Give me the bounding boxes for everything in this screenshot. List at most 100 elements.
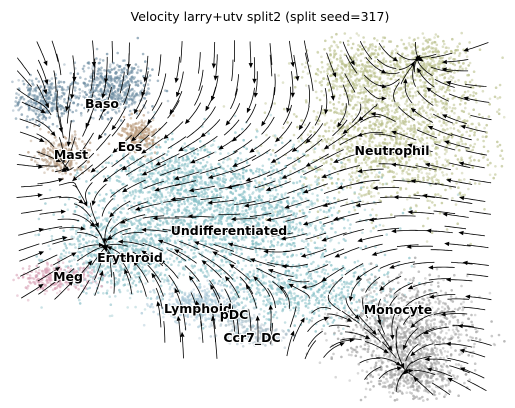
streamline [233,266,251,281]
streamline [176,56,180,79]
streamline [393,82,400,103]
streamline [73,203,91,218]
streamline [98,100,108,121]
streamline [308,84,310,107]
streamline [379,78,400,87]
streamline [467,262,489,266]
streamline-arrowhead [120,219,126,224]
streamline [430,66,452,73]
streamline-arrowhead [408,368,414,374]
streamline [113,271,115,294]
streamline-arrowhead [207,174,214,179]
streamline [57,106,62,128]
streamline [159,73,167,95]
streamline-arrowhead [407,143,413,148]
streamline [338,247,360,256]
streamline [64,152,74,169]
streamline [200,196,223,200]
streamline [282,104,292,126]
streamline [396,244,419,248]
streamline [285,215,307,222]
streamline [253,247,276,251]
streamline [227,279,240,299]
streamline [396,229,418,232]
streamline-arrowhead [245,284,251,290]
streamline [415,165,437,171]
streamline [361,132,384,136]
streamline-arrowhead [372,185,378,191]
streamline [382,275,402,288]
streamline-arrowhead [211,315,216,321]
streamline-arrowhead [226,184,233,190]
streamline [364,86,382,100]
streamline-arrowhead [261,121,266,127]
streamline [58,137,65,159]
streamline [415,327,435,339]
streamline-arrowhead [212,251,218,256]
streamline [292,285,310,299]
streamline [391,313,396,336]
streamline [90,69,94,92]
streamline [19,252,40,262]
streamline [248,309,252,331]
streamline-arrowhead [55,266,61,272]
streamline [399,58,418,71]
streamline [307,216,329,224]
cluster-points-meg [12,258,113,302]
streamline-arrowhead [249,258,256,263]
streamline-arrowhead [410,351,416,357]
streamline [398,106,416,121]
streamline [450,199,473,204]
streamline [96,133,111,151]
streamline [378,69,400,75]
streamline [411,245,433,248]
streamline-arrowhead [80,226,86,231]
cluster-points-monocyte [305,251,506,402]
streamline [433,113,454,124]
streamline-arrowhead [441,114,448,119]
streamline-arrowhead [337,122,342,128]
streamline-arrowhead [131,136,137,142]
streamline [18,229,40,236]
streamline [36,84,48,104]
streamline-arrowhead [324,109,329,115]
streamline-arrowhead [70,94,75,100]
streamline [337,212,359,219]
streamline [342,84,350,106]
streamline [273,73,276,96]
streamline [180,41,183,63]
streamline [36,133,55,147]
streamline [342,41,353,62]
streamline [434,78,455,88]
streamline [325,267,344,280]
streamline [214,229,236,233]
streamline [270,309,272,332]
streamline [194,85,203,106]
streamline [103,245,115,263]
streamline [158,305,162,328]
streamline [197,304,203,327]
streamline [469,210,491,215]
streamline-arrowhead [423,329,429,334]
streamline-arrowhead [225,120,231,126]
streamline [146,163,166,174]
streamline [56,90,58,113]
streamline [127,201,149,210]
streamline-arrowhead [332,72,337,78]
streamline [286,335,293,357]
streamline [58,196,81,202]
streamline [374,133,397,138]
streamline-arrowhead [459,367,466,372]
streamline [200,321,204,343]
streamline [16,70,32,87]
streamline-arrowhead [290,92,295,98]
streamline [398,196,421,199]
streamline [416,379,434,395]
streamline [155,287,163,309]
streamline [56,53,62,76]
streamline [323,248,345,258]
streamline-arrowhead [407,285,414,290]
streamline [254,180,276,189]
streamline [449,243,471,247]
